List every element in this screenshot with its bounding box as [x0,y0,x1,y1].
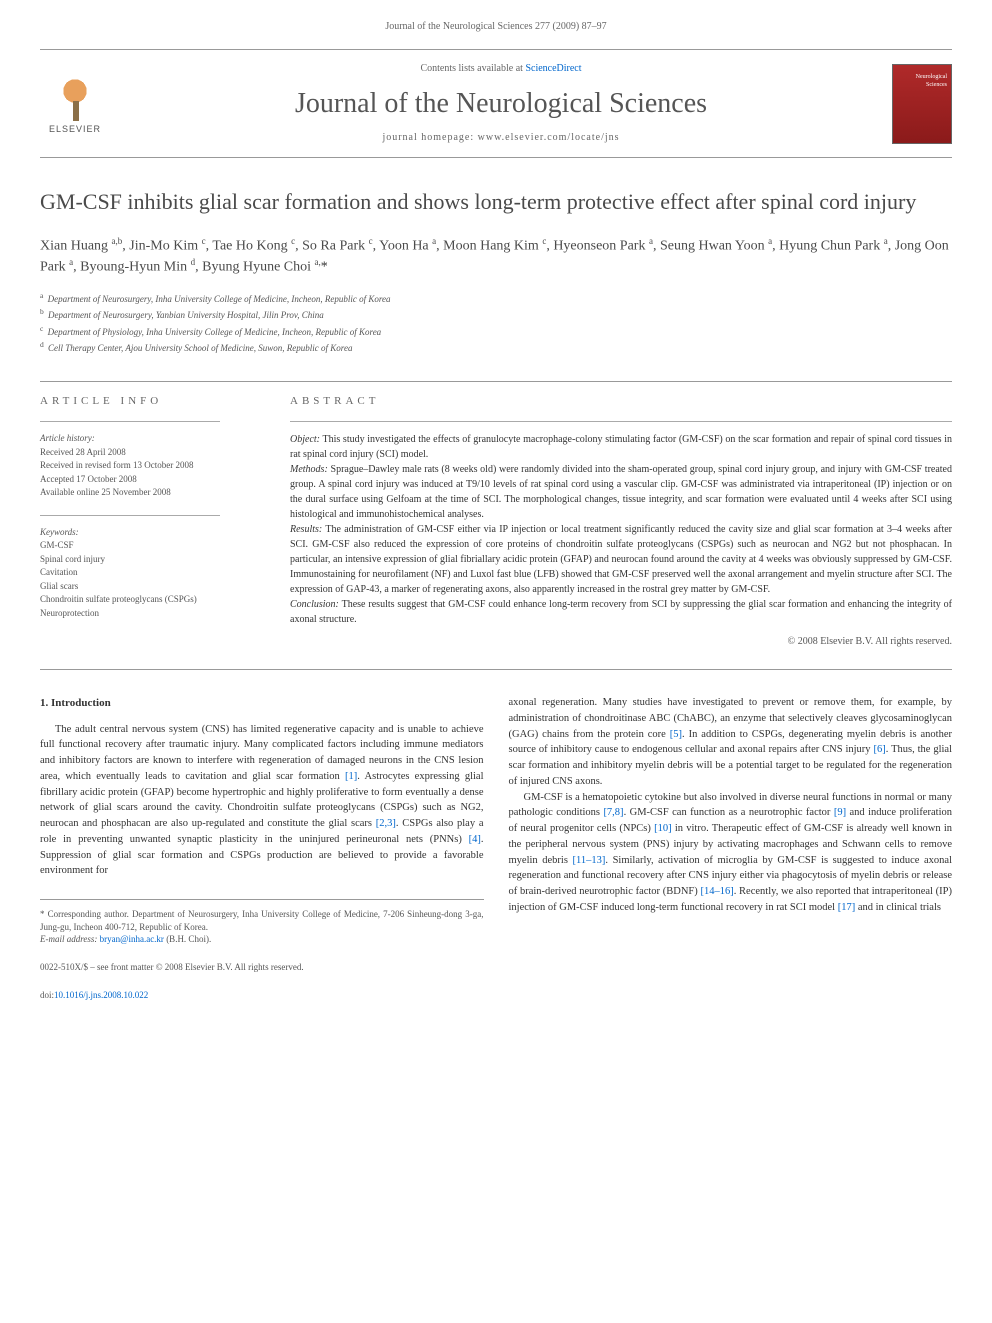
history-line: Accepted 17 October 2008 [40,473,260,487]
citation-link[interactable]: [10] [654,823,672,834]
info-divider [40,421,220,422]
email-label: E-mail address: [40,934,100,944]
citation-link[interactable]: [9] [834,807,846,818]
doi-line: doi:10.1016/j.jns.2008.10.022 [40,989,484,1003]
keyword: Spinal cord injury [40,553,260,567]
citation-link[interactable]: [11–13] [573,855,606,866]
abstract-methods: Sprague–Dawley male rats (8 weeks old) w… [290,464,952,520]
contents-prefix: Contents lists available at [420,63,525,74]
body-text: and in clinical trials [855,902,941,913]
body-paragraph: GM-CSF is a hematopoietic cytokine but a… [509,790,953,916]
history-line: Received 28 April 2008 [40,446,260,460]
affiliation-line: a Department of Neurosurgery, Inha Unive… [40,290,952,306]
keyword: Chondroitin sulfate proteoglycans (CSPGs… [40,593,260,607]
citation-link[interactable]: [1] [345,771,357,782]
footnote-label: * Corresponding author. [40,909,132,919]
email-suffix: (B.H. Choi). [164,934,211,944]
body-paragraph: The adult central nervous system (CNS) h… [40,722,484,880]
citation-link[interactable]: [7,8] [603,807,623,818]
article-title: GM-CSF inhibits glial scar formation and… [40,188,952,217]
abstract-object: This study investigated the effects of g… [290,434,952,460]
history-label: Article history: [40,432,260,446]
history-line: Received in revised form 13 October 2008 [40,459,260,473]
keyword: Neuroprotection [40,607,260,621]
abstract-object-label: Object: [290,434,320,445]
corresponding-author-footnote: * Corresponding author. Department of Ne… [40,899,484,946]
body-column-left: 1. Introduction The adult central nervou… [40,695,484,1003]
citation-link[interactable]: [14–16] [700,886,733,897]
journal-cover-thumb: Neurological Sciences [892,64,952,144]
abstract-results-label: Results: [290,524,322,535]
homepage-prefix: journal homepage: [382,132,477,143]
body-text: . GM-CSF can function as a neurotrophic … [624,807,834,818]
homepage-line: journal homepage: www.elsevier.com/locat… [110,131,892,145]
issn-line: 0022-510X/$ – see front matter © 2008 El… [40,961,484,975]
affiliation-line: c Department of Physiology, Inha Univers… [40,323,952,339]
citation-link[interactable]: [17] [838,902,856,913]
info-divider [40,515,220,516]
keywords-block: Keywords: GM-CSF Spinal cord injury Cavi… [40,526,260,621]
article-info-label: ARTICLE INFO [40,394,260,409]
abstract-conclusion-label: Conclusion: [290,599,339,610]
author-list: Xian Huang a,b, Jin-Mo Kim c, Tae Ho Kon… [40,235,952,278]
doi-link[interactable]: 10.1016/j.jns.2008.10.022 [54,990,148,1000]
homepage-url: www.elsevier.com/locate/jns [478,132,620,143]
body-paragraph: axonal regeneration. Many studies have i… [509,695,953,790]
divider [40,381,952,382]
keyword: Glial scars [40,580,260,594]
keywords-label: Keywords: [40,526,260,540]
abstract-results: The administration of GM-CSF either via … [290,524,952,595]
elsevier-logo: ELSEVIER [40,64,110,144]
keyword: GM-CSF [40,539,260,553]
citation-link[interactable]: [6] [873,744,885,755]
abstract-methods-label: Methods: [290,464,328,475]
body-column-right: axonal regeneration. Many studies have i… [509,695,953,1003]
journal-cover-text: Neurological Sciences [897,73,947,90]
abstract-conclusion: These results suggest that GM-CSF could … [290,599,952,625]
abstract-text: Object: This study investigated the effe… [290,432,952,627]
article-history: Article history: Received 28 April 2008 … [40,432,260,500]
publisher-name: ELSEVIER [49,123,101,136]
abstract-column: ABSTRACT Object: This study investigated… [290,394,952,649]
elsevier-tree-icon [50,71,100,121]
keyword: Cavitation [40,566,260,580]
email-link[interactable]: bryan@inha.ac.kr [100,934,164,944]
abstract-copyright: © 2008 Elsevier B.V. All rights reserved… [290,635,952,649]
abstract-label: ABSTRACT [290,394,952,409]
divider [40,669,952,670]
article-info-column: ARTICLE INFO Article history: Received 2… [40,394,260,649]
info-abstract-row: ARTICLE INFO Article history: Received 2… [40,394,952,649]
section-heading: 1. Introduction [40,695,484,712]
citation-link[interactable]: [5] [670,729,682,740]
affiliation-line: b Department of Neurosurgery, Yanbian Un… [40,306,952,322]
body-columns: 1. Introduction The adult central nervou… [40,695,952,1003]
citation-link[interactable]: [4] [469,834,481,845]
affiliation-line: d Cell Therapy Center, Ajou University S… [40,339,952,355]
journal-banner: ELSEVIER Contents lists available at Sci… [40,49,952,158]
running-header: Journal of the Neurological Sciences 277… [40,20,952,34]
history-line: Available online 25 November 2008 [40,486,260,500]
doi-label: doi: [40,990,54,1000]
abstract-divider [290,421,952,422]
contents-available-line: Contents lists available at ScienceDirec… [110,62,892,76]
sciencedirect-link[interactable]: ScienceDirect [525,63,581,74]
citation-link[interactable]: [2,3] [376,818,396,829]
journal-name: Journal of the Neurological Sciences [110,84,892,123]
banner-center: Contents lists available at ScienceDirec… [110,62,892,145]
affiliations: a Department of Neurosurgery, Inha Unive… [40,290,952,356]
